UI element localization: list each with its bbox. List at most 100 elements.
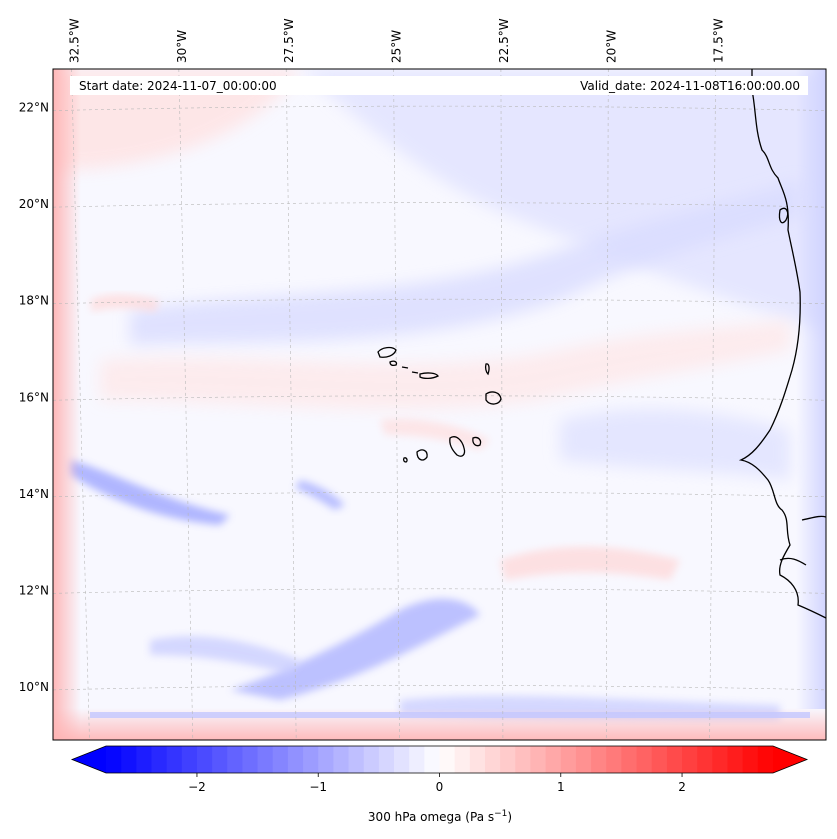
colorbar-cell xyxy=(606,746,622,773)
colorbar-cell xyxy=(409,746,425,773)
map-frame xyxy=(52,68,827,741)
colorbar-cell xyxy=(727,746,744,773)
valid-date-label: Valid_date: 2024-11-08T16:00:00.00 xyxy=(580,79,800,93)
meridian-line xyxy=(605,69,609,740)
island-sao-nicolau-main xyxy=(419,372,439,380)
colorbar-tick-label: 2 xyxy=(678,780,686,794)
longitude-labels: 32.5°W 30°W 27.5°W 25°W 22.5°W 20°W 17.5°W xyxy=(67,18,725,63)
colorbar-cell xyxy=(394,746,410,773)
colorbar-cell xyxy=(757,746,774,773)
colorbar-cell xyxy=(500,746,516,773)
colorbar-cell xyxy=(181,746,198,773)
cape-verde-islands xyxy=(377,346,502,463)
colorbar-cell xyxy=(469,746,486,773)
colorbar-tick-label: 1 xyxy=(557,780,565,794)
colorbar-extend-min xyxy=(72,746,106,773)
parallel-line xyxy=(53,685,826,691)
colorbar-cell xyxy=(151,746,168,773)
latitude-labels: 22°N 20°N 18°N 16°N 14°N 12°N 10°N xyxy=(19,101,49,694)
coastline xyxy=(738,69,826,619)
island-boa-vista xyxy=(485,391,502,405)
latitude-label: 20°N xyxy=(19,197,49,211)
longitude-label: 22.5°W xyxy=(497,18,511,63)
colorbar-cell xyxy=(666,746,683,773)
colorbar-cell xyxy=(121,746,137,773)
island-brava xyxy=(402,457,408,463)
colorbar-cell xyxy=(515,746,531,773)
latitude-label: 10°N xyxy=(19,680,49,694)
meridian-line xyxy=(178,69,194,740)
africa-coastline xyxy=(738,69,826,619)
colorbar-cell xyxy=(424,746,440,773)
colorbar-cell xyxy=(439,746,456,773)
island-sao-nicolau xyxy=(411,371,419,374)
colorbar-cell xyxy=(257,746,274,773)
colorbar-cell xyxy=(454,746,471,773)
colorbar-cell xyxy=(545,746,562,773)
colorbar-cell xyxy=(697,746,713,773)
colorbar-cell xyxy=(363,746,380,773)
island-fogo xyxy=(416,449,428,461)
island-santiago xyxy=(449,436,466,457)
latitude-label: 22°N xyxy=(19,101,49,115)
colorbar-tick-label: −1 xyxy=(309,780,327,794)
island-santo-antao xyxy=(377,346,397,358)
colorbar-tick-label: −2 xyxy=(188,780,206,794)
colorbar-cell xyxy=(272,746,289,773)
colorbar-tick-label: 0 xyxy=(436,780,444,794)
colorbar-extend-max xyxy=(773,746,807,773)
colorbar-cell xyxy=(636,746,653,773)
colorbar: −2 −1 0 1 2 300 hPa omega (Pa s−1) xyxy=(70,745,809,824)
latitude-label: 16°N xyxy=(19,390,49,404)
colorbar-cells xyxy=(72,746,807,773)
colorbar-cell xyxy=(742,746,759,773)
colorbar-cell xyxy=(287,746,304,773)
island-sao-vicente xyxy=(389,360,398,367)
longitude-label: 32.5°W xyxy=(67,18,81,63)
colorbar-cell xyxy=(575,746,592,773)
latitude-label: 14°N xyxy=(19,487,49,501)
colorbar-cell xyxy=(621,746,638,773)
meridian-line xyxy=(71,69,90,740)
parallel-line xyxy=(53,202,826,208)
island-santa-luzia xyxy=(401,366,409,369)
colorbar-cell xyxy=(348,746,365,773)
colorbar-outline xyxy=(70,745,809,774)
longitude-label: 20°W xyxy=(604,30,618,63)
start-date-label: Start date: 2024-11-07_00:00:00 xyxy=(79,79,277,93)
latitude-label: 18°N xyxy=(19,294,49,308)
cape-verde-coast-detail xyxy=(778,207,789,224)
meridian-line xyxy=(500,69,504,740)
colorbar-cell xyxy=(136,746,152,773)
colorbar-cell xyxy=(591,746,607,773)
colorbar-cell xyxy=(242,746,259,773)
colorbar-cell xyxy=(333,746,350,773)
colorbar-cell xyxy=(303,746,319,773)
meridian-line xyxy=(285,69,297,740)
island-sal xyxy=(484,363,490,376)
colorbar-cell xyxy=(530,746,547,773)
longitude-label: 27.5°W xyxy=(282,18,296,63)
parallel-line xyxy=(53,105,826,111)
colorbar-cell xyxy=(712,746,729,773)
colorbar-cell xyxy=(196,746,213,773)
longitude-label: 17.5°W xyxy=(712,18,726,63)
colorbar-cell xyxy=(227,746,243,773)
parallel-line xyxy=(53,588,826,594)
colorbar-cell xyxy=(318,746,334,773)
meridian-line xyxy=(393,69,400,740)
latitude-label: 12°N xyxy=(19,583,49,597)
parallel-line xyxy=(53,395,826,401)
colorbar-cell xyxy=(106,746,122,773)
date-label-background xyxy=(70,76,808,95)
colorbar-label: 300 hPa omega (Pa s−1) xyxy=(368,809,512,824)
island-maio xyxy=(472,436,482,447)
parallel-line xyxy=(53,492,826,498)
colorbar-ticks: −2 −1 0 1 2 xyxy=(188,773,686,794)
colorbar-cell xyxy=(682,746,698,773)
longitude-label: 30°W xyxy=(175,30,189,63)
colorbar-cell xyxy=(484,746,501,773)
meridian-line xyxy=(709,69,716,740)
colorbar-cell xyxy=(651,746,668,773)
